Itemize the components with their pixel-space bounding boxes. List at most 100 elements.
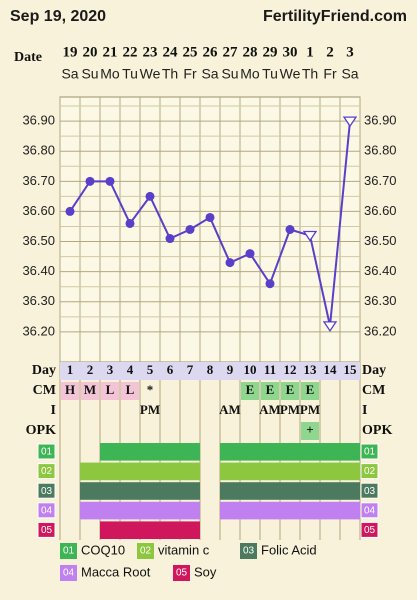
supplement-code-text: 04 [41,505,53,516]
cell-text: PM [300,402,320,417]
date-label: 19 [63,44,78,60]
supplement-cell [180,521,200,539]
weekday-label: Fr [183,66,197,82]
weekday-label: Th [302,66,318,82]
cell-bg [261,382,279,400]
y-tick-label-right: 36.70 [364,173,397,188]
cycle-day: 4 [127,362,134,377]
supplement-cell [80,482,100,500]
y-tick-label-right: 36.80 [364,143,397,158]
cell-text: E [306,382,315,397]
weekday-label: Mo [100,66,120,82]
cell-text: PM [280,402,300,417]
supplement-cell [160,482,180,500]
cell-bg [61,382,79,400]
supplement-cell [100,462,120,481]
supplement-cell [260,462,280,481]
supplement-cell [280,482,300,500]
x-label: Date [14,50,42,65]
supplement-cell [140,462,160,481]
weekday-label: Sa [61,66,78,82]
supplement-cell [80,501,100,520]
supplement-code-right [360,463,379,480]
supplement-cell [320,482,340,500]
temp-marker [265,279,275,289]
supplement-code [37,443,56,460]
temp-marker [85,176,95,186]
y-tick-label-right: 36.20 [364,323,397,338]
supplement-code-right [360,443,379,460]
weekday-label: Tu [262,66,278,82]
supplement-cell [100,443,120,461]
date-label: 27 [223,44,239,60]
supplement-code-right-text: 01 [364,447,376,458]
supplement-cell [180,462,200,481]
supplement-cell [280,443,300,461]
date-label: 29 [263,44,278,60]
supplement-cell [120,462,140,481]
temp-marker [225,258,235,268]
y-tick-label: 36.80 [22,143,55,158]
supplement-cell [280,462,300,481]
legend-code: 04 [63,568,75,579]
date-label: 26 [203,44,219,60]
weekday-label: Su [221,66,238,82]
cell-text: M [84,382,96,397]
cycle-day: 10 [244,362,257,377]
cycle-day: 9 [227,362,234,377]
supplement-cell [260,501,280,520]
date-label: 22 [123,44,138,60]
supplement-code-right [360,502,379,519]
supplement-code-text: 03 [41,486,53,497]
supplement-cell [100,482,120,500]
cell-text: H [65,382,75,397]
legend-code: 03 [243,546,255,557]
supplement-cell [300,501,320,520]
legend-code: 05 [176,568,188,579]
supplement-code-text: 05 [41,525,53,536]
legend-label: vitamin c [158,542,210,557]
weekday-label: Tu [122,66,138,82]
date-label: 24 [163,44,179,60]
supplement-code-right [360,482,379,499]
cycle-day: 6 [167,362,174,377]
supplement-code-right-text: 05 [364,525,376,536]
supplement-code-right-text: 03 [364,486,376,497]
supplement-cell [160,501,180,520]
supplement-cell [220,482,240,500]
supplement-cell [340,501,360,520]
supplement-cell [180,501,200,520]
y-tick-label: 36.50 [22,233,55,248]
cycle-day: 1 [67,362,74,377]
legend-label: Soy [194,564,217,579]
supplement-code-right-text: 04 [364,505,376,516]
cell-text: L [126,382,135,397]
y-tick-label-right: 36.50 [364,233,397,248]
supplement-cell [220,501,240,520]
row-label: CM [33,383,56,398]
supplement-cell [300,462,320,481]
y-tick-label-right: 36.90 [364,113,397,128]
supplement-cell [80,462,100,481]
supplement-cell [100,501,120,520]
temp-marker [65,206,75,216]
supplement-cell [140,501,160,520]
supplement-cell [140,521,160,539]
supplement-cell [120,521,140,539]
cycle-day: 7 [187,362,194,377]
supplement-cell [180,482,200,500]
cell-text: E [286,382,295,397]
y-tick-label: 36.60 [22,203,55,218]
supplement-cell [140,482,160,500]
supplement-cell [340,462,360,481]
weekday-label: We [280,66,301,82]
cycle-day: 5 [147,362,154,377]
supplement-cell [120,501,140,520]
cycle-day: 12 [284,362,297,377]
weekday-label: Th [162,66,178,82]
row-label-right: CM [362,383,385,398]
supplement-cell [260,443,280,461]
date-label: 20 [83,44,98,60]
cell-bg [301,382,319,400]
